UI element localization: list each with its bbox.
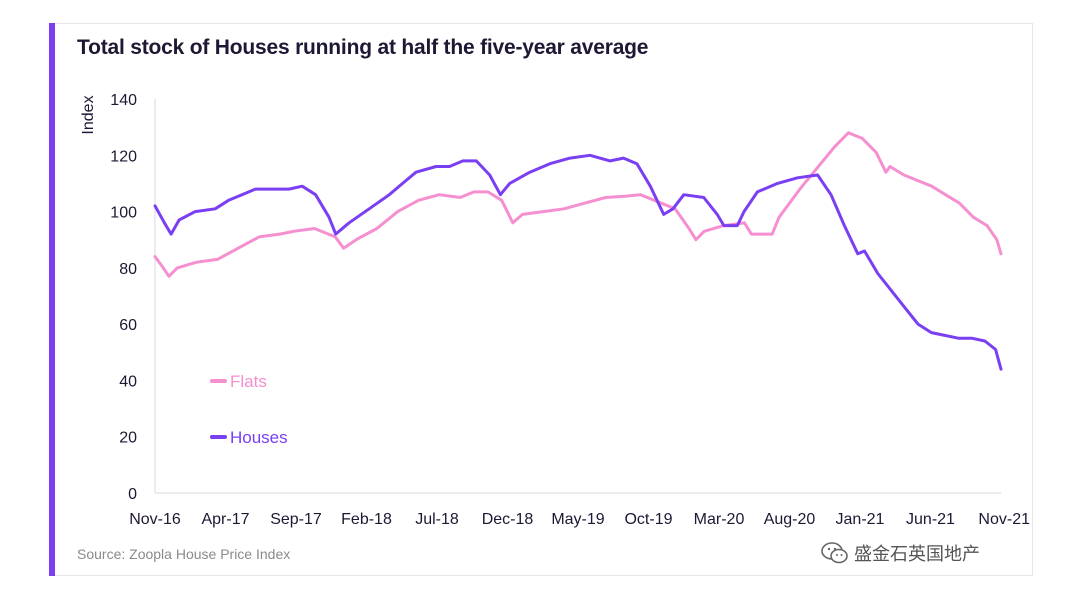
x-tick-label: Feb-18 bbox=[341, 511, 392, 528]
y-tick-label: 120 bbox=[110, 148, 137, 165]
x-tick-label: Nov-16 bbox=[129, 511, 181, 528]
x-tick-labels: Nov-16 Apr-17 Sep-17 Feb-18 Jul-18 Dec-18 May-… bbox=[129, 511, 1030, 528]
x-tick-label: May-19 bbox=[551, 511, 604, 528]
axes bbox=[154, 99, 1001, 494]
x-tick-label: Aug-20 bbox=[764, 511, 816, 528]
x-tick-label: Dec-18 bbox=[482, 511, 534, 528]
x-tick-label: Jun-21 bbox=[906, 511, 955, 528]
x-tick-label: Oct-19 bbox=[624, 511, 672, 528]
y-tick-label: 140 bbox=[110, 92, 137, 109]
chart-card bbox=[49, 23, 1033, 576]
x-tick-label: Jan-21 bbox=[836, 511, 885, 528]
watermark-text: 盛金石英国地产 bbox=[854, 544, 980, 564]
y-axis-title: Index bbox=[80, 95, 97, 134]
y-tick-label: 100 bbox=[110, 205, 137, 222]
y-tick-label: 20 bbox=[119, 430, 137, 447]
legend-item-houses: Houses bbox=[210, 428, 288, 447]
wechat-icon bbox=[821, 542, 848, 564]
accent-bar bbox=[49, 23, 55, 576]
x-tick-label: Jul-18 bbox=[415, 511, 459, 528]
series-line-flats bbox=[153, 131, 1003, 278]
y-tick-label: 60 bbox=[119, 317, 137, 334]
x-tick-label: Sep-17 bbox=[270, 511, 322, 528]
source-note: Source: Zoopla House Price Index bbox=[77, 546, 291, 562]
legend-label: Houses bbox=[230, 428, 288, 447]
series bbox=[153, 131, 1003, 371]
legend-item-flats: Flats bbox=[210, 372, 267, 391]
x-tick-label: Apr-17 bbox=[201, 511, 249, 528]
legend-label: Flats bbox=[230, 372, 267, 391]
chart-title: Total stock of Houses running at half th… bbox=[77, 36, 649, 59]
y-tick-label: 80 bbox=[119, 261, 137, 278]
series-line-houses bbox=[153, 153, 1003, 371]
y-tick-labels: 0 20 40 60 80 100 120 140 bbox=[110, 92, 137, 503]
legend: Flats Houses bbox=[210, 372, 288, 447]
watermark: 盛金石英国地产 bbox=[820, 540, 980, 566]
x-tick-label: Mar-20 bbox=[694, 511, 745, 528]
x-tick-label: Nov-21 bbox=[978, 511, 1030, 528]
y-tick-label: 0 bbox=[128, 486, 137, 503]
y-tick-label: 40 bbox=[119, 373, 137, 390]
